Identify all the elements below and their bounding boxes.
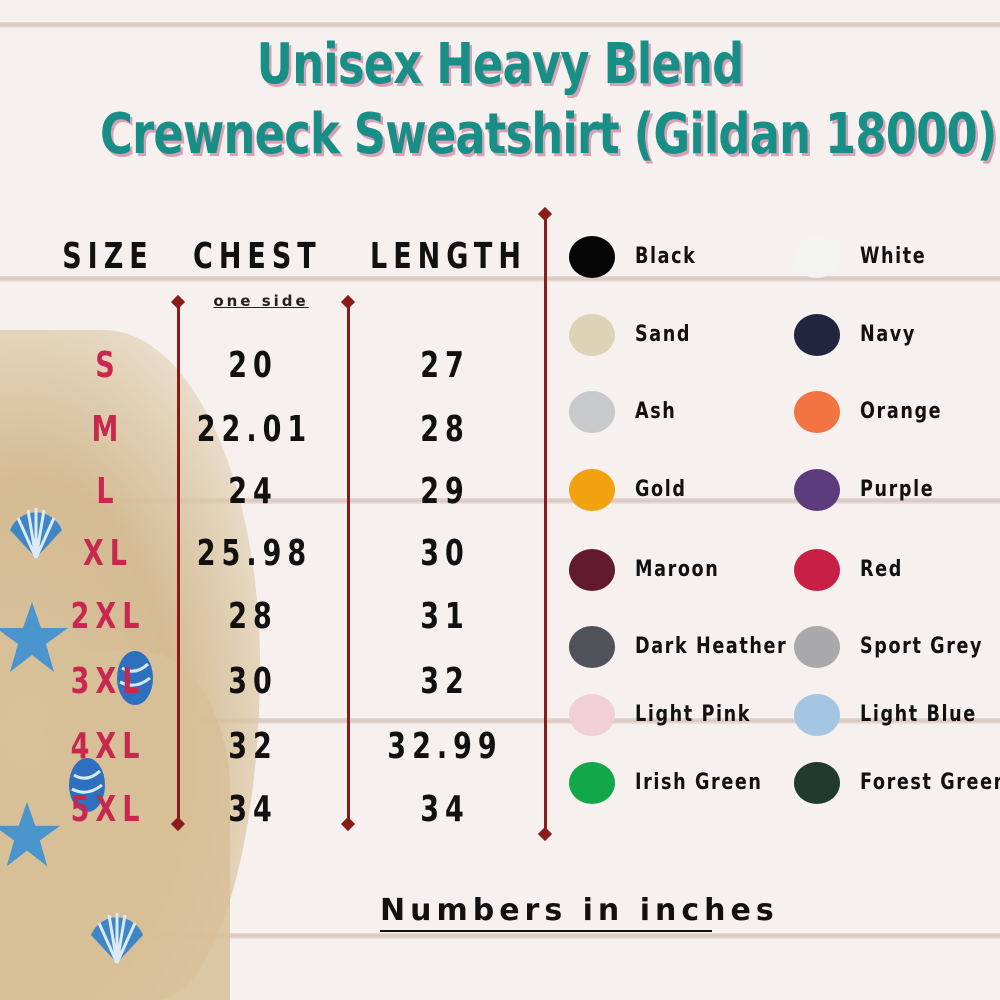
color-swatch <box>569 314 615 356</box>
color-label: Light Blue <box>860 702 977 727</box>
starfish-icon <box>0 602 68 672</box>
size-chest-cell: 30 <box>228 661 278 702</box>
color-label: Sand <box>635 322 692 347</box>
column-divider <box>544 214 547 834</box>
wood-plank-line <box>0 718 1000 724</box>
wood-plank-line <box>0 933 1000 939</box>
color-swatch <box>794 694 840 736</box>
size-size-cell: XL <box>82 533 134 574</box>
color-label: Irish Green <box>635 770 763 795</box>
color-swatch <box>794 762 840 804</box>
color-label: Forest Green <box>860 770 1000 795</box>
starfish-icon <box>0 801 61 867</box>
color-label: Maroon <box>635 557 720 582</box>
color-swatch <box>794 391 840 433</box>
wood-plank-line <box>0 276 1000 282</box>
seashell-icon <box>10 508 62 559</box>
color-swatch <box>794 236 840 278</box>
size-size-cell: 3XL <box>70 661 146 702</box>
color-swatch <box>569 762 615 804</box>
color-label: Black <box>635 244 697 269</box>
size-length-cell: 31 <box>420 596 470 637</box>
title-line-1: Unisex Heavy Blend <box>256 32 745 97</box>
size-length-cell: 28 <box>420 409 470 450</box>
seashell-icon <box>69 758 105 812</box>
seashell-icon <box>91 913 143 964</box>
color-label: Orange <box>860 399 943 424</box>
color-label: Sport Grey <box>860 634 984 659</box>
color-swatch <box>794 469 840 511</box>
size-chest-cell: 32 <box>228 726 278 767</box>
column-divider <box>347 302 350 824</box>
size-chest-cell: 24 <box>228 471 278 512</box>
wood-plank-line <box>0 22 1000 28</box>
chest-note: one side <box>213 292 309 310</box>
color-swatch <box>569 694 615 736</box>
color-label: Dark Heather <box>635 634 788 659</box>
size-length-cell: 34 <box>420 789 470 830</box>
color-swatch <box>569 549 615 591</box>
wood-plank-line <box>0 498 1000 504</box>
size-chest-cell: 34 <box>228 789 278 830</box>
units-note: Numbers in inches <box>380 892 774 932</box>
size-size-cell: L <box>96 471 120 512</box>
size-size-cell: M <box>91 409 125 450</box>
column-divider <box>177 302 180 824</box>
size-length-cell: 29 <box>420 471 470 512</box>
size-size-cell: S <box>95 345 121 386</box>
size-chest-cell: 25.98 <box>196 533 313 574</box>
size-size-cell: 4XL <box>70 726 146 767</box>
title-line-2: Crewneck Sweatshirt (Gildan 18000) <box>100 102 997 167</box>
size-chest-cell: 22.01 <box>196 409 313 450</box>
header-chest: CHEST <box>193 236 322 277</box>
color-label: Navy <box>860 322 916 347</box>
color-swatch <box>794 549 840 591</box>
header-size: SIZE <box>62 236 154 277</box>
color-label: Red <box>860 557 903 582</box>
color-label: White <box>860 244 927 269</box>
color-label: Light Pink <box>635 702 752 727</box>
color-label: Gold <box>635 477 687 502</box>
size-chest-cell: 20 <box>228 345 278 386</box>
size-length-cell: 30 <box>420 533 470 574</box>
size-length-cell: 32.99 <box>387 726 503 767</box>
color-swatch <box>569 391 615 433</box>
color-swatch <box>794 626 840 668</box>
size-length-cell: 32 <box>420 661 470 702</box>
color-swatch <box>569 469 615 511</box>
size-chest-cell: 28 <box>228 596 278 637</box>
color-swatch <box>569 626 615 668</box>
size-size-cell: 2XL <box>70 596 146 637</box>
size-length-cell: 27 <box>420 345 470 386</box>
seashell-icon <box>117 651 153 705</box>
color-swatch <box>569 236 615 278</box>
header-length: LENGTH <box>370 236 527 277</box>
color-label: Purple <box>860 477 935 502</box>
color-swatch <box>794 314 840 356</box>
size-size-cell: 5XL <box>70 789 146 830</box>
color-label: Ash <box>635 399 677 424</box>
